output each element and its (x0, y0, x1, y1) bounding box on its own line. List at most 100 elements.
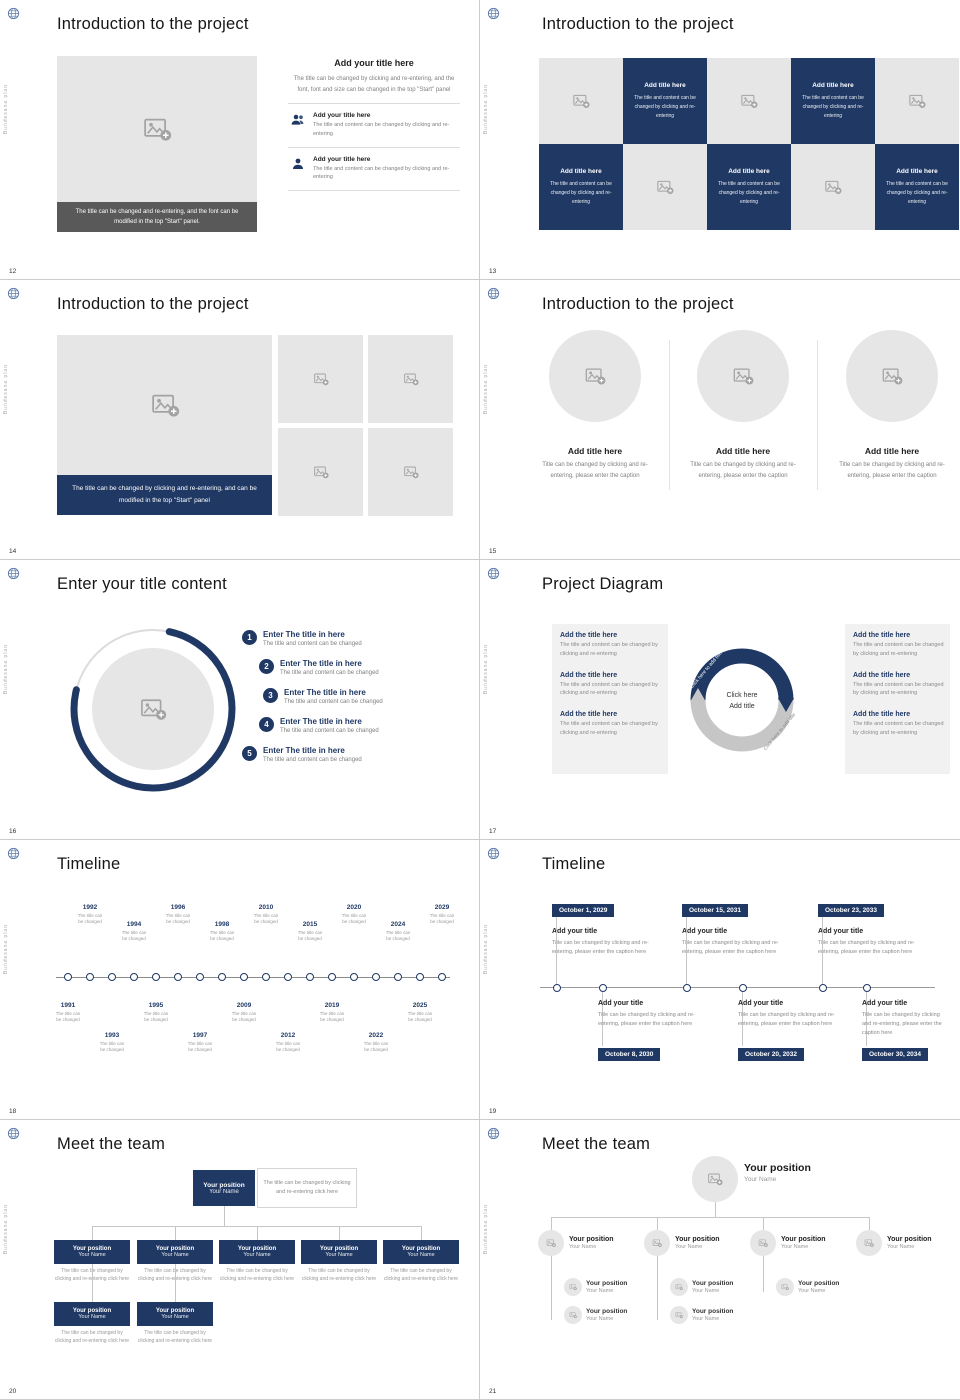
connector (551, 1256, 552, 1320)
block-body: Title can be changed by clicking and re-… (598, 1012, 695, 1028)
timeline-node (218, 973, 226, 981)
timeline-node (683, 984, 691, 992)
position-label: Your position (72, 1246, 112, 1252)
timeline-entry: 1994 The title can be changed (119, 900, 149, 1075)
team-sub-member: Your position Your Name (564, 1306, 627, 1324)
avatar (670, 1306, 688, 1324)
vertical-sidebar-text: Bundesana plan (3, 364, 9, 415)
position-label: Your position (586, 1280, 628, 1287)
section-title: Add your title here (334, 58, 414, 68)
year-caption: The title can be changed (363, 1041, 389, 1053)
timeline-axis (56, 977, 450, 978)
slide-12[interactable]: Bundesana plan Introduction to the proje… (0, 0, 480, 280)
slide-16[interactable]: Bundesana plan Enter your title content … (0, 560, 480, 840)
avatar (564, 1306, 582, 1324)
slide-14[interactable]: Bundesana plan Introduction to the proje… (0, 280, 480, 560)
slide-21[interactable]: Bundesana plan Meet the team Your positi… (480, 1120, 960, 1400)
timeline-axis (540, 987, 935, 988)
slide-number: 16 (9, 828, 17, 835)
avatar (856, 1230, 882, 1256)
timeline-node (152, 973, 160, 981)
list-item: 3 Enter The title in here The title and … (263, 688, 460, 705)
timeline-entry: 2024 The title can be changed (383, 900, 413, 1075)
org-box: Your position Your Name (219, 1240, 295, 1264)
year-caption: The title can be changed (385, 930, 411, 942)
year-label: 2024 (390, 921, 406, 928)
position-label: Your position (586, 1308, 628, 1315)
item-body: The title and content can be changed by … (853, 642, 944, 657)
list-item: Add your title here The title and conten… (288, 148, 460, 192)
tile-body: The title and content can be changed by … (886, 180, 948, 205)
tile-title: Add title here (644, 81, 686, 89)
slide-15[interactable]: Bundesana plan Introduction to the proje… (480, 280, 960, 560)
image-placeholder-icon (707, 1171, 723, 1187)
vertical-sidebar-text: Bundesana plan (483, 364, 489, 415)
team-sub-member: Your position Your Name (776, 1278, 839, 1296)
position-label: Your position (319, 1246, 359, 1252)
year-label: 1996 (170, 904, 186, 911)
list-item: Add the title here The title and content … (853, 632, 945, 659)
item-title: Add the title here (560, 711, 618, 719)
slide-19[interactable]: Bundesana plan Timeline October 1, 2029 … (480, 840, 960, 1120)
connector (822, 917, 823, 987)
image-placeholder (549, 330, 641, 422)
connector (866, 988, 867, 1046)
item-body: The title and content can be changed by … (560, 721, 658, 736)
list-item: Add the title here The title and content … (853, 711, 945, 738)
year-label: 1994 (126, 921, 142, 928)
date-badge: October 1, 2029 (552, 904, 615, 917)
slide-number: 21 (489, 1388, 497, 1395)
timeline-node (394, 973, 402, 981)
timeline-node (108, 973, 116, 981)
year-label: 2022 (368, 1032, 384, 1039)
image-placeholder (875, 58, 959, 144)
image-placeholder-icon (313, 371, 329, 387)
slide-title: Introduction to the project (57, 295, 249, 313)
title-tile: Add title here The title and content can… (791, 58, 875, 144)
list-item: 5 Enter The title in here The title and … (242, 746, 460, 763)
year-label: 1992 (82, 904, 98, 911)
slide-20[interactable]: Bundesana plan Meet the team Your positi… (0, 1120, 480, 1400)
image-placeholder-icon (864, 1238, 874, 1248)
timeline-node (262, 973, 270, 981)
globe-logo-icon (487, 7, 500, 20)
item-body: The title and content can be changed (263, 641, 362, 647)
slide-18[interactable]: Bundesana plan Timeline 1991 The title ca… (0, 840, 480, 1120)
timeline-entry: 2012 The title can be changed (273, 900, 303, 1075)
name-label: Your Name (78, 1252, 106, 1258)
timeline-node (284, 973, 292, 981)
item-body: The title and content can be changed by … (853, 721, 944, 736)
team-member: Your position Your Name (644, 1230, 720, 1256)
date-badge: October 8, 2030 (598, 1048, 661, 1061)
org-body: The title can be changed by clicking and… (383, 1268, 459, 1282)
person-icon (290, 156, 306, 172)
slide-13[interactable]: Bundesana plan Introduction to the proje… (480, 0, 960, 280)
avatar (564, 1278, 582, 1296)
slide-17[interactable]: Bundesana plan Project Diagram Add the t… (480, 560, 960, 840)
timeline-entry: 1991 The title can be changed (53, 900, 83, 1075)
timeline-node (599, 984, 607, 992)
column-body: Title can be changed by clicking and re-… (542, 462, 648, 479)
tile-body: The title and content can be changed by … (634, 94, 696, 119)
org-box: Your position Your Name (54, 1302, 130, 1326)
year-caption: The title can be changed (99, 1041, 125, 1053)
name-label: Your Name (798, 1288, 826, 1294)
timeline-node (438, 973, 446, 981)
list-item: Add the title here The title and content … (560, 632, 660, 659)
connector (92, 1264, 93, 1302)
position-label: Your position (401, 1246, 441, 1252)
item-body: The title and content can be changed (280, 670, 379, 676)
item-body: The title and content can be changed by … (560, 642, 658, 657)
org-box: Your position Your Name (54, 1240, 130, 1264)
year-caption: The title can be changed (253, 913, 279, 925)
image-placeholder (278, 335, 363, 423)
item-title: Add the title here (853, 671, 911, 679)
connector (224, 1206, 225, 1226)
slide-number: 17 (489, 828, 497, 835)
slide-number: 18 (9, 1108, 17, 1115)
image-placeholder-icon (403, 371, 419, 387)
diagram-center-text: Click here Add title (712, 691, 772, 712)
timeline-entry: 1992 The title can be changed (75, 900, 105, 1075)
list-item: 2 Enter The title in here The title and … (259, 659, 460, 676)
